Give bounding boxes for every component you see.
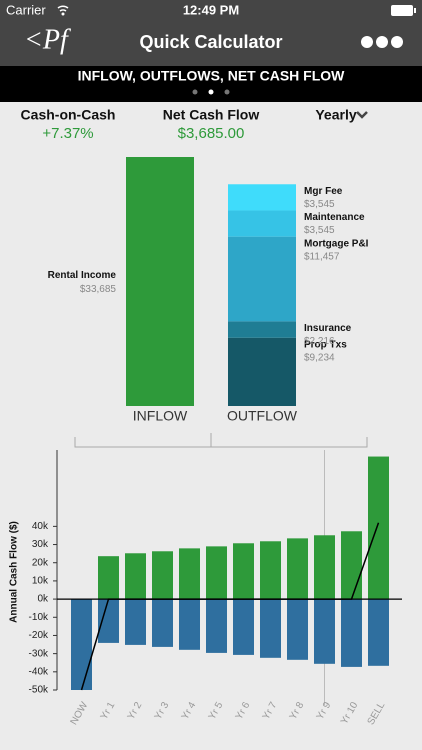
more-dot — [361, 36, 373, 48]
y-tick-label: 0k — [37, 594, 49, 605]
bar — [152, 599, 173, 647]
more-dot — [376, 36, 388, 48]
bar — [98, 556, 119, 600]
segment-name: Maintenance — [304, 212, 365, 223]
y-tick-label: -50k — [29, 685, 49, 696]
page-dot[interactable] — [192, 89, 198, 95]
bar — [125, 599, 146, 645]
nav-title: Quick Calculator — [139, 32, 282, 52]
net-line — [80, 522, 380, 691]
bar — [368, 456, 389, 600]
bar — [314, 535, 335, 600]
bar — [233, 599, 254, 655]
bar — [206, 546, 227, 600]
banner-title: INFLOW, OUTFLOWS, NET CASH FLOW — [78, 68, 346, 84]
y-tick-label: 20k — [32, 557, 49, 568]
bar — [260, 599, 281, 658]
bar — [152, 551, 173, 600]
flow-category: INFLOW — [133, 408, 188, 424]
bar — [233, 543, 254, 600]
flow-segment — [228, 236, 296, 322]
metric-label: Net Cash Flow — [163, 107, 260, 123]
bar — [179, 599, 200, 650]
bar — [260, 541, 281, 600]
y-tick-label: 10k — [32, 576, 49, 587]
wifi-dot — [61, 12, 65, 16]
y-tick-label: 30k — [32, 539, 49, 550]
wifi-icon — [57, 5, 69, 12]
clock: 12:49 PM — [183, 2, 239, 17]
metric-value: +7.37% — [42, 125, 93, 142]
battery-tip — [414, 8, 416, 13]
y-tick-label: 40k — [32, 521, 49, 532]
segment-name: Prop Txs — [304, 339, 347, 350]
flow-segment — [126, 157, 194, 406]
y-tick-label: -10k — [29, 612, 49, 623]
flow-segment — [228, 337, 296, 406]
logo[interactable]: <Pf — [24, 24, 71, 55]
y-tick-label: -20k — [29, 630, 49, 641]
period-selector[interactable]: Yearly — [315, 107, 356, 123]
segment-name: Rental Income — [48, 270, 117, 281]
bar — [287, 599, 308, 660]
metric-label: Cash-on-Cash — [21, 107, 116, 123]
segment-value: $3,545 — [304, 199, 335, 210]
flow-segment — [228, 321, 296, 338]
y-axis-label: Annual Cash Flow ($) — [9, 521, 20, 623]
flow-category: OUTFLOW — [227, 408, 298, 424]
segment-name: Mortgage P&I — [304, 238, 369, 249]
segment-value: $11,457 — [304, 251, 340, 262]
nav-bar — [0, 0, 422, 66]
segment-value: $3,545 — [304, 225, 335, 236]
battery — [391, 5, 413, 16]
segment-name: Mgr Fee — [304, 186, 343, 197]
y-tick-label: -40k — [29, 666, 49, 677]
bar — [287, 538, 308, 600]
more-dot — [391, 36, 403, 48]
bracket — [74, 433, 368, 448]
bar — [368, 599, 389, 666]
bar — [98, 599, 119, 643]
y-tick-label: -30k — [29, 648, 49, 659]
flow-segment — [228, 184, 296, 211]
carrier: Carrier — [6, 2, 46, 17]
segment-value: $2,216 — [304, 336, 335, 347]
metric-value: $3,685.00 — [178, 125, 245, 142]
bar — [341, 599, 362, 667]
bar — [71, 599, 92, 690]
segment-value: $33,685 — [80, 284, 117, 295]
bar — [314, 599, 335, 664]
bar — [179, 548, 200, 600]
page-dot[interactable] — [208, 89, 214, 95]
bar — [125, 553, 146, 600]
flow-segment — [228, 210, 296, 237]
more-button[interactable] — [361, 36, 403, 48]
segment-name: Insurance — [304, 323, 352, 334]
banner — [0, 66, 422, 102]
chevron[interactable] — [356, 111, 368, 119]
page-dot[interactable] — [224, 89, 230, 95]
bar — [341, 531, 362, 600]
segment-value: $9,234 — [304, 352, 335, 363]
bar — [206, 599, 227, 653]
